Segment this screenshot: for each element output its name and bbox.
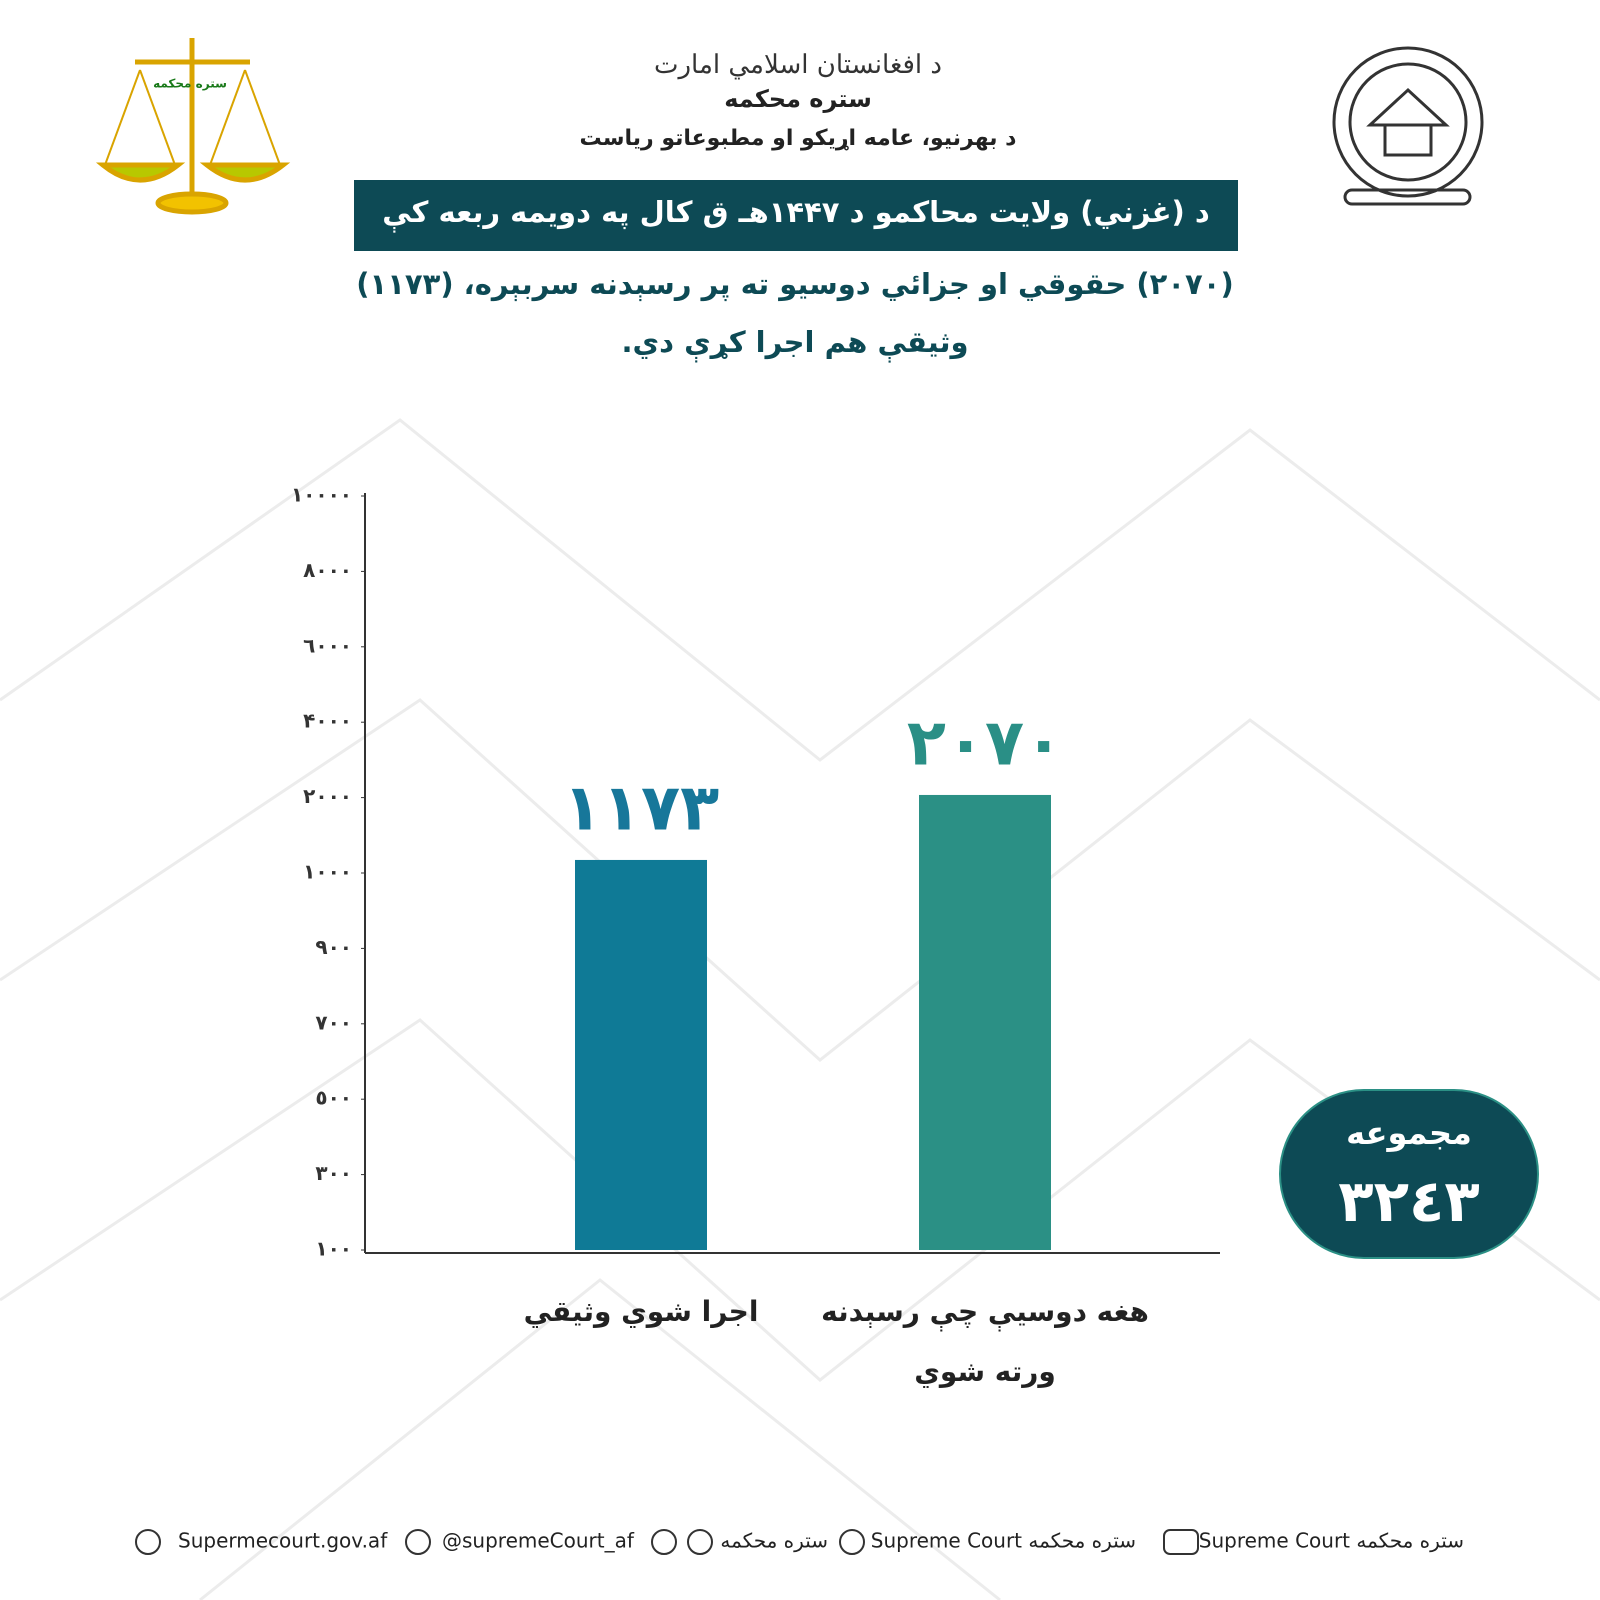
- total-title: مجموعه: [1346, 1114, 1472, 1152]
- y-tick-label: ٣٠٠: [315, 1161, 352, 1185]
- x-tick-label: هغه دوسيې چې رسېدنه ورته شوي: [821, 1295, 1149, 1388]
- footer-messaging: ستره محکمه: [720, 1529, 828, 1553]
- scales-logo: [95, 38, 291, 215]
- footer-website: Supermecourt.gov.af: [178, 1529, 388, 1553]
- y-tick-label: ٢٠٠٠: [303, 784, 352, 808]
- title-banner: [354, 180, 1238, 251]
- y-tick-label: ٨٠٠٠: [303, 558, 352, 582]
- bar: [919, 794, 1051, 1250]
- x-label-box: هغه دوسيې چې رسېدنه ورته شوي: [821, 1295, 1149, 1388]
- logo-text: ستره محکمه: [153, 77, 227, 91]
- value-label: ٢٠٧٠: [907, 707, 1063, 781]
- y-tick-label: ١٠٠٠: [303, 860, 352, 884]
- emirate-emblem: [1332, 46, 1484, 206]
- y-tick-label: ٥٠٠: [315, 1086, 352, 1110]
- y-tick-label: ١٠٠٠٠: [291, 483, 352, 507]
- department-name: د بهرنیو، عامه اړیکو او مطبوعاتو ریاست: [580, 126, 1017, 151]
- background-pattern: [0, 418, 1600, 1600]
- total-box: [1279, 1089, 1539, 1259]
- x-label-box: اجرا شوي وثيقي: [523, 1295, 759, 1328]
- y-tick-label: ١٠٠: [315, 1237, 352, 1261]
- y-tick-label: ٦٠٠٠: [303, 633, 352, 657]
- footer-facebook: Supreme Court ستره محکمه: [871, 1529, 1136, 1553]
- chart-subtitle: (۲۰۷۰) حقوقي او جزائي دوسیو ته پر رسېدنه…: [356, 267, 1234, 359]
- bar: [575, 859, 707, 1250]
- footer-icons: [135, 1529, 1199, 1555]
- footer-youtube: Supreme Court ستره محکمه: [1199, 1529, 1464, 1553]
- value-label: ١١٧٣: [563, 772, 719, 846]
- x-tick-label: اجرا شوي وثيقي: [523, 1295, 759, 1328]
- y-tick-label: ۴٠٠٠: [303, 709, 352, 733]
- chart-title: د (غزني) ولایت محاکمو د ۱۴۴۷هـ ق کال په …: [382, 195, 1210, 233]
- y-tick-label: ٧٠٠: [315, 1010, 352, 1034]
- emirate-name: د افغانستان اسلامي امارت: [654, 50, 942, 80]
- subtitle-box: (۲۰۷۰) حقوقي او جزائي دوسیو ته پر رسېدنه…: [356, 267, 1234, 359]
- y-tick-label: ٩٠٠: [315, 935, 352, 959]
- total-value: ٣٢٤٣: [1338, 1167, 1480, 1235]
- court-name: ستره محکمه: [724, 85, 872, 113]
- footer-x: @supremeCourt_af: [442, 1529, 635, 1553]
